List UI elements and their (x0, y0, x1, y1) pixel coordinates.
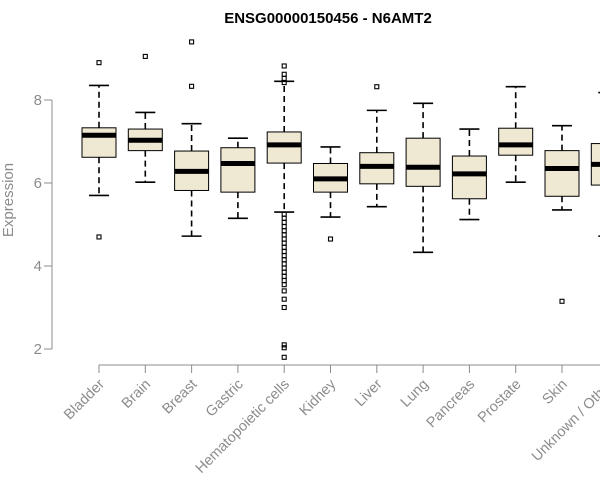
x-tick-label: Prostate (475, 377, 524, 426)
box (405, 137, 441, 187)
outlier-point (281, 273, 287, 279)
outlier-point (281, 80, 287, 86)
outlier-point (281, 63, 287, 69)
box (544, 150, 580, 197)
outlier-point (559, 298, 565, 304)
outlier-point (281, 277, 287, 284)
plot-area (81, 39, 600, 360)
outlier-point (189, 39, 195, 45)
y-tick-label: 8 (34, 92, 42, 109)
box-group (313, 146, 348, 242)
box-group (405, 102, 441, 254)
outlier-point (281, 342, 287, 348)
box (451, 155, 487, 200)
outlier-point (281, 240, 287, 246)
x-tick-label: Liver (352, 376, 386, 410)
x-tick-label: Breast (159, 377, 200, 418)
outlier-point (327, 236, 334, 242)
x-tick-label: Gastric (203, 377, 247, 421)
outlier-point (281, 282, 287, 288)
outlier-point (96, 60, 102, 66)
outlier-point (281, 244, 287, 250)
x-tick-label: Lung (398, 377, 432, 411)
x-tick-label: Brain (119, 377, 154, 412)
box (266, 131, 302, 164)
chart-title: ENSG00000150456 - N6AMT2 (224, 10, 432, 27)
outlier-point (281, 215, 287, 221)
outlier-point (281, 248, 287, 255)
outlier-point (281, 253, 287, 259)
outlier-point (281, 236, 287, 242)
outlier-point (281, 304, 287, 311)
box-group (544, 124, 580, 304)
box-group (451, 128, 487, 221)
box-group (127, 53, 163, 183)
outlier-point (142, 53, 148, 59)
outlier-point (281, 265, 287, 271)
box (81, 127, 117, 158)
outlier-point (281, 261, 287, 267)
box-group (359, 84, 395, 208)
box (220, 147, 256, 193)
y-axis-label: Expression (0, 163, 17, 237)
x-tick-label: Kidney (297, 376, 340, 419)
outlier-point (281, 296, 287, 302)
x-tick-label: Bladder (61, 376, 108, 423)
box-group (81, 60, 117, 240)
box-group (590, 91, 600, 237)
box-group (266, 63, 302, 360)
box-group (498, 85, 534, 183)
outlier-point (281, 288, 287, 294)
outlier-point (281, 269, 287, 275)
outlier-point (96, 234, 102, 240)
outlier-point (281, 228, 287, 234)
y-axis: 2 4 6 8 (34, 92, 53, 358)
box (498, 127, 534, 156)
outlier-point (281, 219, 287, 225)
y-tick-label: 2 (34, 341, 42, 358)
box-group (174, 39, 210, 237)
outlier-point (281, 354, 287, 360)
y-tick-label: 4 (34, 258, 42, 275)
outlier-point (374, 84, 380, 90)
outlier-point (281, 224, 287, 230)
outlier-point (281, 71, 287, 77)
x-tick-label: Skin (540, 377, 571, 408)
x-tick-label: Pancreas (424, 377, 479, 432)
y-tick-label: 6 (34, 175, 42, 192)
outlier-point (281, 345, 287, 351)
box-group (220, 137, 256, 220)
outlier-point (281, 75, 287, 81)
outlier-point (189, 83, 195, 89)
outlier-point (281, 257, 287, 263)
outlier-point (281, 232, 287, 238)
